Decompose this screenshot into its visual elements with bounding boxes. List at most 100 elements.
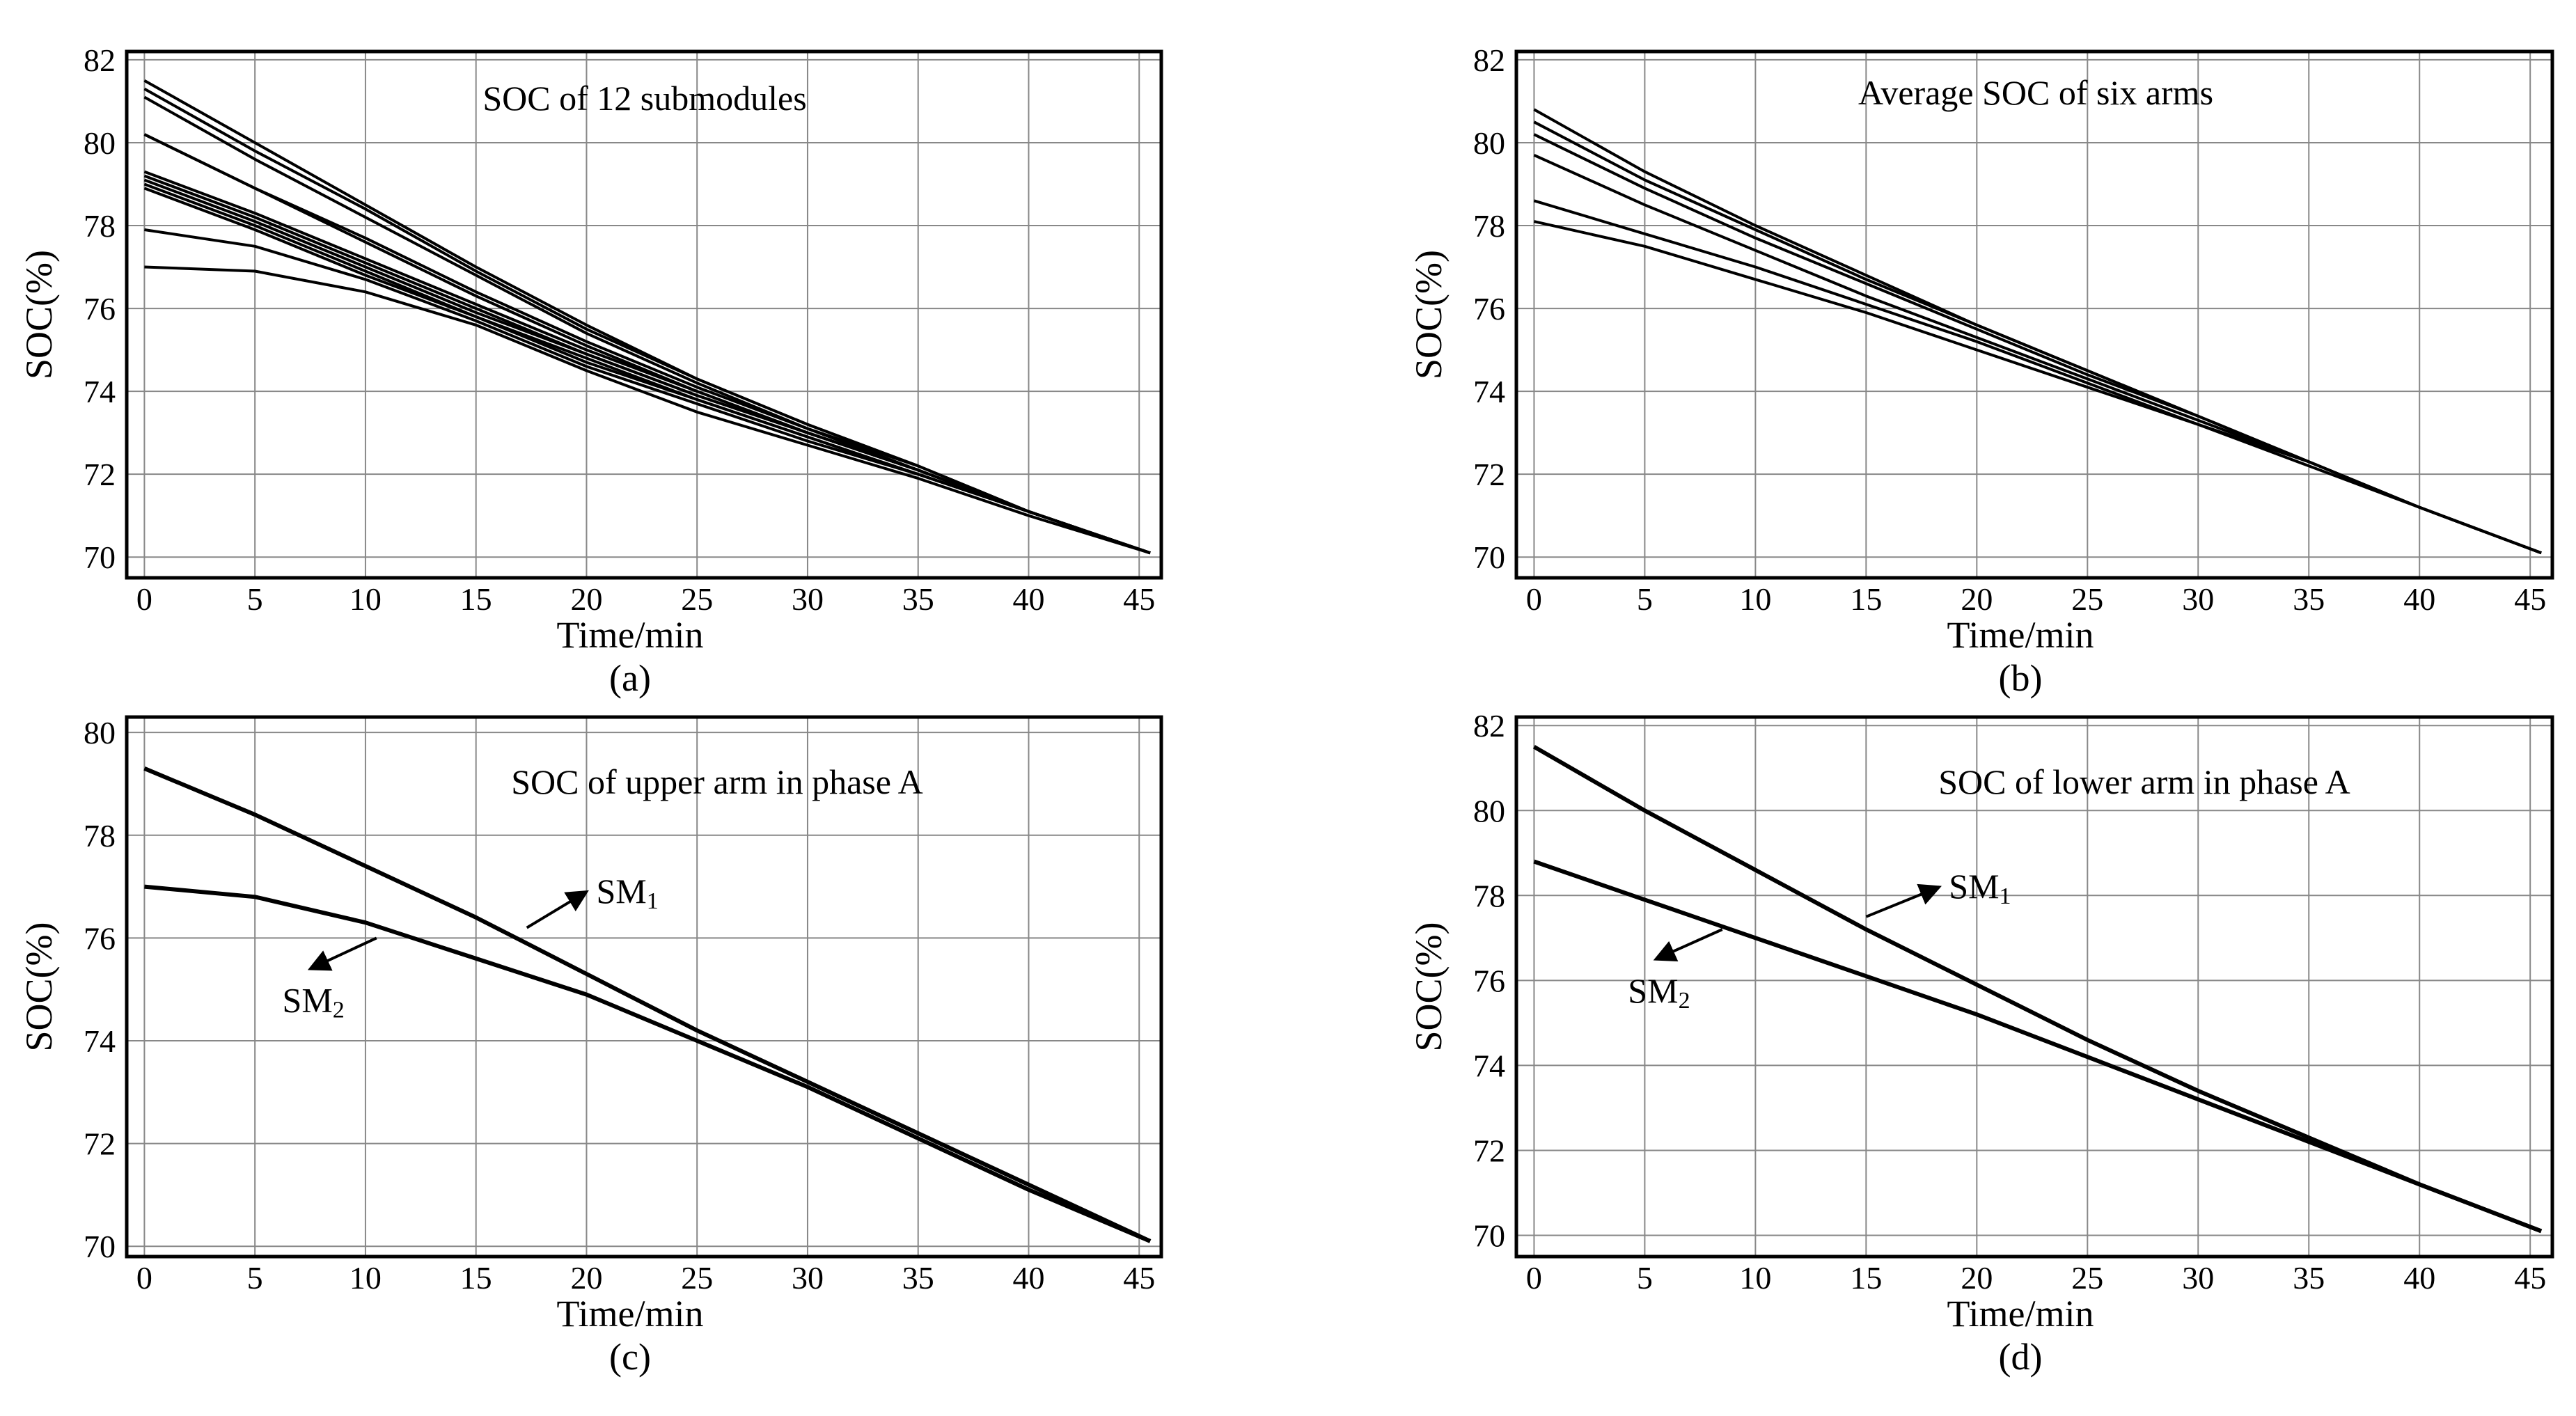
- y-tick-label: 74: [84, 1023, 116, 1059]
- x-tick-label: 35: [902, 581, 934, 617]
- x-axis-label: Time/min: [1947, 1293, 2094, 1335]
- x-tick-label: 25: [681, 581, 713, 617]
- x-tick-label: 5: [247, 581, 263, 617]
- x-tick-label: 40: [1012, 1260, 1044, 1296]
- x-tick-label: 20: [1961, 581, 1993, 617]
- x-tick-label: 40: [1012, 581, 1044, 617]
- annotation-arrow: [526, 890, 589, 929]
- y-tick-label: 70: [1473, 1218, 1505, 1253]
- x-tick-label: 0: [1526, 1260, 1542, 1296]
- y-tick-label: 74: [84, 374, 116, 409]
- x-tick-label: 35: [2293, 581, 2325, 617]
- chart-panel-c: 0 5 10 15 20 25 30 35 40 45 70 72 74 76 78 80 Time/min(c…: [18, 715, 1163, 1378]
- y-tick-label: 80: [84, 125, 116, 161]
- x-axis-label: Time/min: [1947, 614, 2094, 656]
- y-tick-label: 82: [1473, 42, 1505, 78]
- x-tick-label: 0: [1526, 581, 1542, 617]
- y-tick-label: 76: [84, 291, 116, 327]
- y-tick-label: 78: [84, 818, 116, 853]
- y-tick-label: 70: [84, 1229, 116, 1264]
- x-tick-label: 5: [1637, 581, 1653, 617]
- x-tick-label: 15: [460, 1260, 492, 1296]
- panel-label: (c): [609, 1336, 651, 1378]
- y-tick-label: 80: [84, 715, 116, 750]
- chart-title: SOC of upper arm in phase A: [511, 762, 923, 801]
- plot-frame: [125, 49, 1163, 580]
- y-tick-label: 82: [84, 42, 116, 78]
- series-line-arm-6: [1533, 220, 2542, 555]
- x-tick-label: 45: [2514, 581, 2546, 617]
- x-tick-label: 35: [902, 1260, 934, 1296]
- plot-frame: [125, 715, 1163, 1259]
- x-tick-label: 10: [1739, 581, 1771, 617]
- x-tick-label: 20: [1961, 1260, 1993, 1296]
- plot-frame: [1514, 49, 2554, 580]
- x-tick-label: 30: [2182, 581, 2214, 617]
- x-axis-label: Time/min: [556, 614, 703, 656]
- x-tick-label: 30: [792, 581, 824, 617]
- y-tick-label: 78: [84, 208, 116, 244]
- x-tick-label: 15: [1850, 1260, 1882, 1296]
- chart-title: SOC of lower arm in phase A: [1938, 762, 2350, 801]
- series-line-sm1: [143, 766, 1152, 1243]
- chart-panel-a: 0 5 10 15 20 25 30 35 40 45 70 72 74 76 78 80 82 Time/min…: [18, 42, 1163, 699]
- y-tick-label: 72: [84, 1126, 116, 1162]
- series-line-sm-3: [143, 95, 1151, 555]
- series-line-sm-12: [144, 265, 1151, 555]
- x-tick-label: 45: [1123, 581, 1155, 617]
- y-tick-label: 72: [1473, 457, 1505, 492]
- x-tick-label: 10: [1739, 1260, 1771, 1296]
- annotation-arrow: [1653, 928, 1723, 961]
- x-tick-label: 45: [2514, 1260, 2546, 1296]
- x-tick-label: 40: [2403, 581, 2435, 617]
- series-line-arm-5: [1533, 199, 2542, 555]
- series-line-sm-8: [143, 178, 1151, 555]
- annotation-arrow: [307, 936, 377, 971]
- x-tick-label: 15: [1850, 581, 1882, 617]
- x-tick-label: 20: [570, 1260, 602, 1296]
- series-line-sm-11: [144, 228, 1151, 555]
- y-tick-label: 72: [1473, 1133, 1505, 1168]
- chart-panel-b: 0 5 10 15 20 25 30 35 40 45 70 72 74 76 78 80 82 Time/min…: [1408, 42, 2554, 699]
- x-tick-label: 0: [136, 581, 152, 617]
- y-tick-label: 78: [1473, 878, 1505, 913]
- series-line-sm2: [144, 884, 1152, 1243]
- y-tick-label: 78: [1473, 208, 1505, 244]
- y-axis-label: SOC(%): [1408, 922, 1450, 1052]
- x-tick-label: 15: [460, 581, 492, 617]
- x-tick-label: 10: [350, 581, 382, 617]
- y-tick-label: 74: [1473, 1048, 1505, 1083]
- x-tick-label: 45: [1123, 1260, 1155, 1296]
- y-tick-label: 70: [84, 540, 116, 575]
- x-tick-label: 35: [2293, 1260, 2325, 1296]
- x-tick-label: 5: [1637, 1260, 1653, 1296]
- series-line-sm2: [1533, 859, 2543, 1234]
- y-tick-label: 70: [1473, 540, 1505, 575]
- x-tick-label: 20: [570, 581, 602, 617]
- y-tick-label: 80: [1473, 793, 1505, 828]
- y-tick-label: 76: [84, 920, 116, 956]
- x-tick-label: 25: [2071, 581, 2103, 617]
- chart-title: Average SOC of six arms: [1858, 73, 2213, 112]
- y-axis-label: SOC(%): [1408, 250, 1450, 379]
- y-tick-label: 76: [1473, 291, 1505, 327]
- panel-label: (b): [1999, 657, 2043, 699]
- panel-label: (d): [1999, 1336, 2043, 1378]
- x-tick-label: 5: [247, 1260, 263, 1296]
- x-tick-label: 40: [2403, 1260, 2435, 1296]
- x-axis-label: Time/min: [556, 1293, 703, 1335]
- y-axis-label: SOC(%): [18, 922, 60, 1052]
- panel-label: (a): [609, 657, 651, 699]
- x-tick-label: 10: [350, 1260, 382, 1296]
- y-tick-label: 76: [1473, 963, 1505, 998]
- x-tick-label: 0: [136, 1260, 152, 1296]
- y-tick-label: 82: [1473, 708, 1505, 744]
- x-tick-label: 30: [792, 1260, 824, 1296]
- y-axis-label: SOC(%): [18, 250, 60, 379]
- y-tick-label: 74: [1473, 374, 1505, 409]
- x-tick-label: 25: [681, 1260, 713, 1296]
- plot-frame: [1514, 715, 2554, 1259]
- annotation-arrow: [1865, 883, 1942, 918]
- y-tick-label: 80: [1473, 125, 1505, 161]
